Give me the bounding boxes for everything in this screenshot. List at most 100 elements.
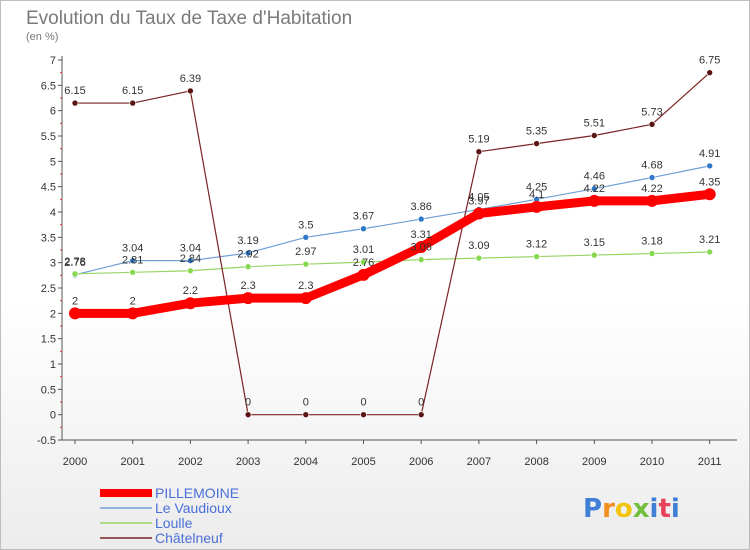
series-line-le-vaudioux [74, 165, 710, 276]
data-label-loulle: 2.81 [122, 254, 143, 266]
data-label-loulle: 3.09 [468, 240, 489, 252]
y-tick-label: 3.5 [41, 232, 56, 244]
data-label-le-vaudioux: 3.04 [180, 243, 201, 255]
series-line-ch-telneuf [75, 72, 711, 416]
data-label-pillemoine: 2 [130, 295, 136, 307]
legend-label-le-vaudioux: Le Vaudioux [155, 500, 232, 516]
legend-label-pillemoine: PILLEMOINE [155, 485, 239, 501]
chart-subtitle: (en %) [26, 31, 58, 43]
data-point-ch-telneuf [187, 87, 194, 95]
data-point-ch-telneuf [302, 411, 310, 418]
x-tick-label: 2011 [698, 456, 722, 468]
y-tick-label: 4.5 [41, 182, 56, 194]
data-point-pillemoine [126, 307, 139, 320]
data-label-pillemoine: 4.1 [529, 189, 544, 201]
data-label-ch-telneuf: 6.75 [699, 55, 720, 67]
x-tick-label: 2003 [236, 456, 260, 468]
x-tick-label: 2002 [178, 456, 202, 468]
data-label-loulle: 3.15 [584, 237, 605, 249]
data-point-loulle [706, 248, 714, 256]
legend-label-loulle: Loulle [155, 515, 193, 531]
data-label-loulle: 2.84 [180, 253, 201, 265]
y-tick-label: 7 [50, 55, 56, 67]
x-tick-label: 2004 [294, 456, 318, 468]
data-label-le-vaudioux: 4.68 [641, 160, 662, 172]
data-point-le-vaudioux [648, 174, 656, 181]
data-label-pillemoine: 3.97 [468, 196, 489, 208]
data-label-le-vaudioux: 4.91 [699, 148, 720, 160]
y-tick-label: 5 [50, 156, 56, 168]
data-label-le-vaudioux: 3.86 [410, 201, 431, 213]
data-point-pillemoine [299, 292, 312, 305]
y-tick-label: 4 [50, 207, 56, 219]
data-label-ch-telneuf: 6.15 [64, 85, 85, 97]
data-point-le-vaudioux [302, 234, 310, 241]
data-point-pillemoine [242, 292, 255, 305]
data-point-loulle [648, 250, 656, 257]
data-label-le-vaudioux: 3.5 [298, 219, 313, 231]
data-labels: 2.763.04 3.043.193.53.673.864.054.254.464… [64, 55, 720, 409]
data-point-loulle [417, 256, 425, 263]
data-label-pillemoine: 4.22 [641, 183, 662, 195]
data-label-pillemoine: 4.22 [584, 183, 605, 195]
data-label-ch-telneuf: 6.15 [122, 85, 143, 97]
data-point-ch-telneuf [360, 411, 367, 418]
data-point-ch-telneuf [71, 99, 79, 107]
data-point-le-vaudioux [417, 215, 425, 223]
x-tick-label: 2009 [582, 456, 606, 468]
data-point-pillemoine [415, 240, 428, 253]
y-tick-label: 6 [50, 106, 56, 118]
series-line-pillemoine [75, 189, 711, 318]
data-label-loulle: 2.97 [295, 246, 316, 258]
data-label-loulle: 2.78 [64, 256, 85, 268]
x-tick-label: 2000 [63, 456, 87, 468]
data-point-ch-telneuf [533, 140, 540, 147]
x-tick-label: 2006 [409, 456, 433, 468]
data-label-le-vaudioux: 4.46 [584, 171, 605, 183]
data-point-loulle [302, 260, 310, 268]
y-tick-label: 5.5 [41, 131, 56, 143]
series-layer [69, 69, 716, 418]
y-tick-label: 6.5 [41, 80, 56, 92]
data-point-le-vaudioux [590, 185, 598, 192]
data-label-ch-telneuf: 5.73 [641, 106, 662, 118]
data-point-le-vaudioux [129, 257, 136, 264]
data-point-ch-telneuf [475, 148, 483, 156]
data-label-le-vaudioux: 3.67 [353, 211, 374, 223]
data-point-ch-telneuf [648, 121, 656, 128]
data-point-loulle [187, 267, 194, 275]
data-label-loulle: 3.01 [353, 244, 374, 256]
data-point-ch-telneuf [590, 132, 598, 139]
data-point-loulle [590, 251, 598, 259]
x-tick-label: 2010 [640, 456, 664, 468]
data-label-ch-telneuf: 5.35 [526, 126, 547, 138]
data-point-pillemoine [588, 194, 601, 207]
data-label-ch-telneuf: 0 [245, 397, 251, 409]
data-label-pillemoine: 3.31 [410, 229, 431, 241]
proxiti-logo: Proxiti [583, 494, 680, 524]
data-point-ch-telneuf [244, 411, 252, 418]
y-tick-label: 1.5 [41, 334, 56, 346]
data-label-loulle: 3.18 [641, 236, 662, 248]
proxiti-logo-text: Proxiti [583, 494, 680, 524]
data-point-loulle [533, 253, 540, 260]
y-tick-label: 3 [50, 258, 56, 270]
data-point-pillemoine [357, 268, 370, 281]
data-point-ch-telneuf [417, 411, 425, 418]
data-label-pillemoine: 2.3 [240, 280, 255, 292]
data-label-ch-telneuf: 5.51 [584, 117, 605, 129]
data-point-pillemoine [184, 297, 197, 310]
data-label-loulle: 3.12 [526, 239, 547, 251]
data-label-ch-telneuf: 0 [360, 397, 366, 409]
x-tick-label: 2007 [467, 456, 491, 468]
data-point-loulle [71, 270, 79, 278]
legend-label-ch-telneuf: Châtelneuf [155, 530, 223, 546]
data-point-pillemoine [530, 200, 543, 213]
data-label-le-vaudioux: 4.25 [526, 181, 547, 193]
data-label-loulle: 3.06 [410, 242, 431, 254]
data-label-ch-telneuf: 6.39 [180, 73, 201, 85]
